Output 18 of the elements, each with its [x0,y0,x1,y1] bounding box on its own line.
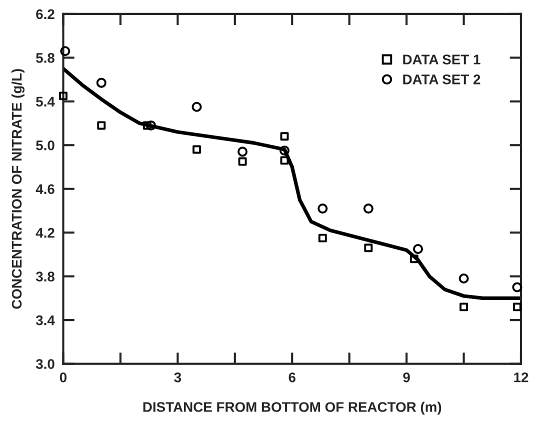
x-tick-label: 3 [174,372,182,382]
legend-label: DATA SET 1 [403,54,480,64]
y-tick-label: 3.0 [36,359,54,369]
x-tick-label: 12 [514,372,528,382]
y-tick-label: 3.8 [36,272,54,282]
x-axis-title: DISTANCE FROM BOTTOM OF REACTOR (m) [143,402,442,415]
y-tick-label: 6.2 [36,9,54,20]
y-axis-title: CONCENTRATION OF NITRATE (g/L) [11,69,24,309]
y-tick-label: 3.4 [36,315,55,326]
legend-label: DATA SET 2 [403,74,480,84]
y-tick-label: 5.8 [36,53,54,63]
y-tick-label: 4.6 [36,184,54,194]
y-tick-label: 4.2 [36,228,54,238]
x-tick-label: 9 [403,372,410,382]
y-tick-label: 5.4 [36,96,55,107]
x-tick-label: 0 [60,372,67,382]
y-tick-label: 5.0 [36,140,54,150]
x-tick-label: 6 [288,372,296,382]
